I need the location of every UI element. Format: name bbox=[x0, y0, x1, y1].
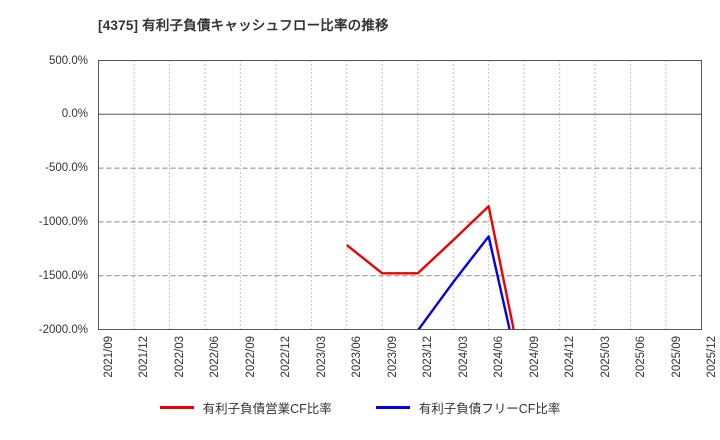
y-tick-label: -1500.0% bbox=[38, 269, 88, 282]
legend-label: 有利子負債フリーCF比率 bbox=[418, 402, 561, 416]
x-tick-label: 2025/06 bbox=[635, 336, 648, 378]
series-line bbox=[346, 205, 515, 330]
vertical-gridlines bbox=[98, 60, 702, 330]
x-tick-label: 2022/03 bbox=[173, 336, 186, 378]
x-tick-label: 2021/09 bbox=[103, 336, 115, 378]
plot-area bbox=[98, 60, 702, 330]
x-tick-label: 2024/09 bbox=[528, 336, 541, 378]
legend-entry[interactable]: 有利子負債フリーCF比率 bbox=[375, 398, 561, 417]
x-tick-label: 2025/03 bbox=[599, 336, 612, 378]
x-tick-label: 2024/03 bbox=[457, 336, 470, 378]
y-tick-label: -500.0% bbox=[45, 162, 88, 175]
x-tick-label: 2023/03 bbox=[315, 336, 328, 378]
x-tick-label: 2024/06 bbox=[493, 336, 506, 378]
legend-color-swatch bbox=[159, 406, 194, 409]
plot-svg bbox=[98, 60, 702, 330]
x-tick-label: 2022/12 bbox=[280, 336, 293, 378]
plot-border bbox=[98, 60, 702, 330]
x-tick-label: 2023/12 bbox=[422, 336, 435, 378]
y-tick-label: 0.0% bbox=[61, 108, 88, 121]
series-line bbox=[416, 235, 511, 330]
y-tick-label: -2000.0% bbox=[38, 323, 88, 336]
x-tick-label: 2023/09 bbox=[386, 336, 399, 378]
x-tick-label: 2024/12 bbox=[564, 336, 577, 378]
x-tick-label: 2023/06 bbox=[351, 336, 364, 378]
page-title: [4375] 有利子負債キャッシュフロー比率の推移 bbox=[98, 18, 389, 33]
x-tick-label: 2021/12 bbox=[138, 336, 151, 378]
horizontal-gridlines bbox=[98, 113, 702, 277]
series-lines bbox=[346, 205, 515, 330]
y-tick-label: 500.0% bbox=[48, 54, 88, 67]
x-tick-label: 2025/09 bbox=[670, 336, 683, 378]
x-tick-label: 2025/12 bbox=[706, 336, 718, 378]
legend-entry[interactable]: 有利子負債営業CF比率 bbox=[159, 398, 332, 417]
y-axis: 500.0% 0.0% -500.0% -1000.0% -1500.0% -2000.0… bbox=[0, 55, 94, 336]
y-tick-label: -1000.0% bbox=[38, 215, 88, 228]
x-axis: 2021/09 2021/12 2022/03 2022/06 2022/09 2022/… bbox=[98, 336, 718, 396]
legend: 有利子負債営業CF比率 有利子負債フリーCF比率 bbox=[0, 398, 720, 417]
x-tick-label: 2022/06 bbox=[209, 336, 222, 378]
legend-color-swatch bbox=[375, 406, 410, 409]
legend-label: 有利子負債営業CF比率 bbox=[202, 402, 332, 416]
x-tick-label: 2022/09 bbox=[244, 336, 257, 378]
